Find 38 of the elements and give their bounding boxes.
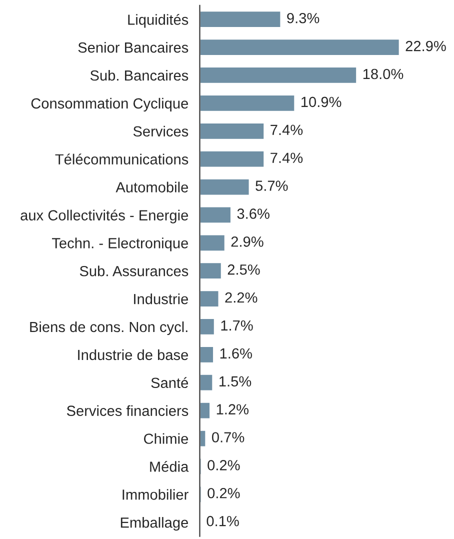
y-tick-label: Immobilier	[122, 489, 188, 500]
y-tick-label: Automobile	[116, 182, 188, 192]
data-label: 0.1%	[206, 516, 239, 526]
y-tick-label: Consommation Cyclique	[31, 98, 188, 112]
data-label: 7.4%	[270, 152, 303, 163]
y-tick-label: Services financiers	[66, 405, 188, 416]
data-label: 2.5%	[228, 264, 260, 275]
data-label: 5.7%	[256, 180, 288, 191]
y-tick-label: Biens de cons. Non cycl.	[30, 321, 188, 336]
data-label: 1.5%	[220, 376, 252, 387]
y-tick-label: Sub. Assurances	[80, 266, 188, 276]
y-tick-label: Média	[150, 460, 189, 472]
y-tick-label: Télécommunications	[55, 154, 188, 165]
y-tick-label: Sub. Bancaires	[90, 70, 188, 81]
data-label: 0.7%	[212, 432, 244, 442]
y-tick-label: Industrie	[134, 294, 188, 304]
data-label: 0.2%	[208, 460, 240, 470]
data-label: 2.9%	[231, 236, 264, 247]
data-label: 1.7%	[221, 320, 253, 331]
data-label: 7.4%	[270, 124, 303, 135]
y-tick-label: Industrie de base	[78, 349, 188, 360]
y-tick-label: Emballage	[120, 517, 188, 531]
data-label: 0.2%	[208, 488, 240, 498]
y-tick-label: Senior Bancaires	[78, 42, 188, 53]
data-label: 18.0%	[363, 68, 404, 80]
data-label: 22.9%	[406, 40, 446, 52]
data-label: 2.2%	[225, 292, 258, 303]
data-label: 3.6%	[237, 208, 270, 219]
data-label: 1.2%	[216, 404, 249, 414]
data-label: 10.9%	[302, 96, 342, 108]
data-label: 1.6%	[220, 348, 252, 359]
y-tick-label: Services	[133, 126, 188, 137]
y-tick-label: Chimie	[144, 433, 188, 444]
data-label: 9.3%	[287, 12, 320, 24]
y-tick-label: aux Collectivités - Energie	[20, 210, 188, 224]
y-tick-label: Liquidités	[128, 14, 188, 28]
y-tick-label: Techn. - Electronique	[52, 238, 188, 252]
y-tick-label: Santé	[151, 377, 188, 388]
